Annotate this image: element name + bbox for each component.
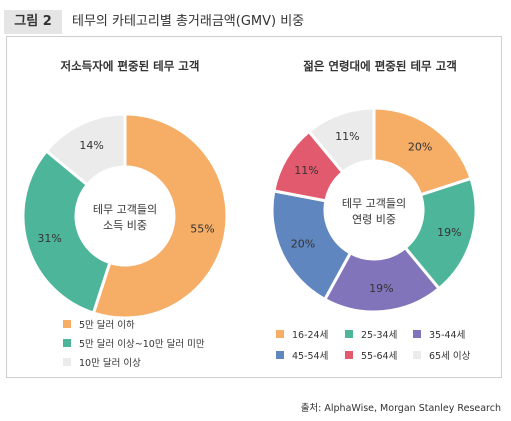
legend-label: 16-24세 — [292, 330, 329, 341]
legend-item-income-1: 5만 달러 이상~10만 달러 미만 — [63, 336, 205, 350]
slice-income-0 — [91, 112, 229, 320]
slice-label-age-0: 20% — [408, 140, 432, 153]
legend-label: 35-44세 — [429, 330, 466, 341]
slice-label-income-0: 55% — [190, 222, 214, 235]
legend-label: 10만 달러 이상 — [79, 358, 141, 369]
legend-label: 45-54세 — [292, 351, 329, 362]
legend-swatch — [63, 320, 71, 328]
legend-item-age-1: 25-34세 — [345, 327, 397, 341]
slice-label-income-2: 14% — [79, 139, 103, 152]
legend-item-age-4: 55-64세 — [345, 348, 397, 362]
source-note: 출처: AlphaWise, Morgan Stanley Research — [300, 403, 501, 414]
legend-swatch — [345, 351, 353, 359]
chart-panel — [6, 36, 502, 378]
legend-swatch — [345, 330, 353, 338]
slice-label-income-1: 31% — [37, 232, 61, 245]
legend-swatch — [276, 330, 284, 338]
legend-item-income-2: 10만 달러 이상 — [63, 355, 141, 369]
center-label-income-0: 테무 고객들의 — [93, 203, 157, 216]
slice-age-3 — [270, 189, 353, 302]
legend-label: 55-64세 — [361, 351, 398, 362]
legend-label: 65세 이상 — [429, 351, 471, 362]
legend-item-age-5: 65세 이상 — [413, 348, 470, 362]
legend-label: 25-34세 — [361, 330, 398, 341]
center-label-income-1: 소득 비중 — [103, 219, 147, 232]
slice-label-age-4: 11% — [294, 164, 318, 177]
legend-item-income-0: 5만 달러 이하 — [63, 317, 135, 331]
slice-income-1 — [21, 148, 112, 315]
slice-label-age-2: 19% — [369, 282, 393, 295]
slice-label-age-5: 11% — [335, 130, 359, 143]
figure-label: 그림 2 — [4, 10, 62, 34]
legend-swatch — [63, 339, 71, 347]
legend-item-age-2: 35-44세 — [413, 327, 465, 341]
slice-age-0 — [372, 106, 473, 197]
slice-label-age-3: 20% — [291, 237, 315, 250]
chart-title-age: 젊은 연령대에 편중된 테무 고객 — [303, 59, 457, 73]
legend-swatch — [63, 358, 71, 366]
legend-label: 5만 달러 이상~10만 달러 미만 — [79, 339, 205, 350]
legend-swatch — [413, 330, 421, 338]
slice-age-5 — [306, 106, 376, 175]
figure-header: 그림 2 테무의 카테고리별 총거래금액(GMV) 비중 — [0, 4, 511, 34]
center-label-age-1: 연령 비중 — [352, 213, 396, 226]
legend-item-age-3: 45-54세 — [276, 348, 328, 362]
legend-swatch — [413, 351, 421, 359]
legend-swatch — [276, 351, 284, 359]
figure-title: 테무의 카테고리별 총거래금액(GMV) 비중 — [72, 14, 305, 29]
chart-title-income: 저소득자에 편중된 테무 고객 — [60, 59, 200, 73]
legend-label: 5만 달러 이하 — [79, 320, 135, 331]
center-label-age-0: 테무 고객들의 — [342, 197, 406, 210]
slice-label-age-1: 19% — [437, 226, 461, 239]
legend-item-age-0: 16-24세 — [276, 327, 328, 341]
slice-income-2 — [44, 112, 127, 187]
